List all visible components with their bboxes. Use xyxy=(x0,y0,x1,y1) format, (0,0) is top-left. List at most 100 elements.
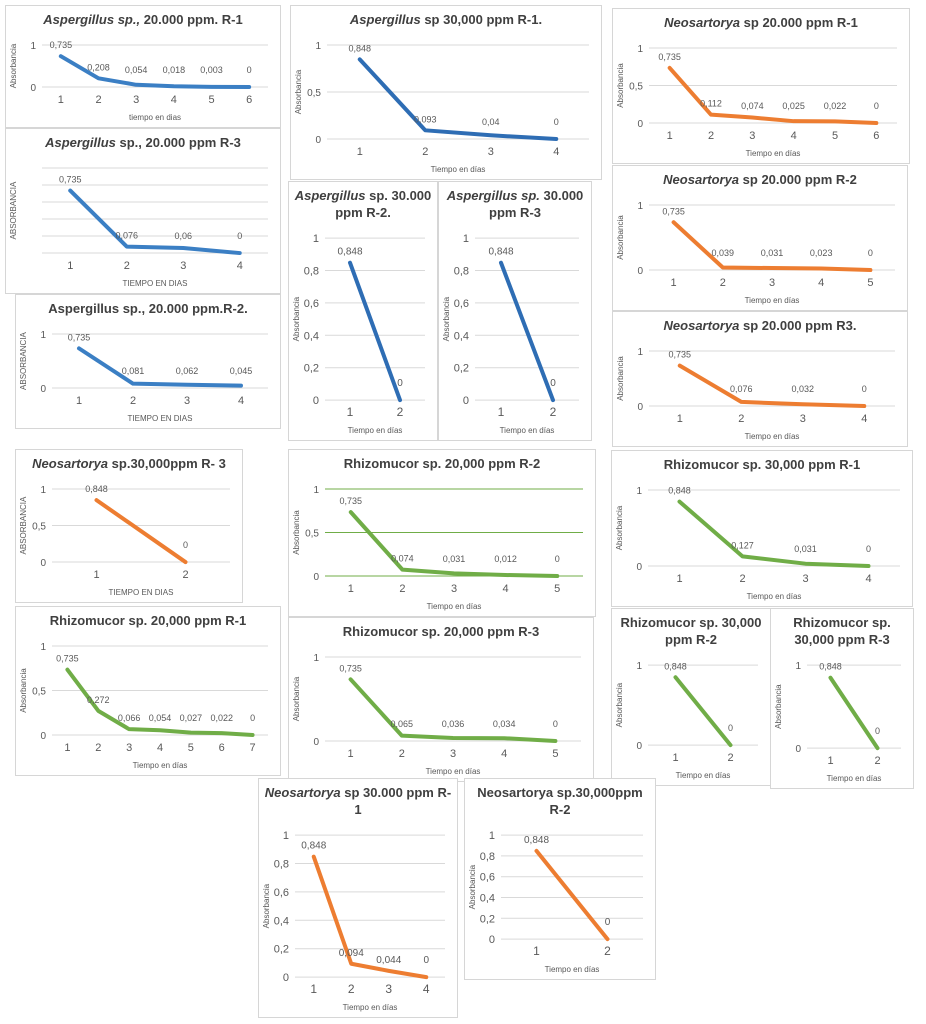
chart-panel-rhizomucor-30000-r3: Rhizomucor sp. 30,000 ppm R-3 0 1 0,848 1 0 2 T… xyxy=(770,608,914,789)
y-axis-label: Absorbancia xyxy=(615,682,624,727)
x-tick-label: 2 xyxy=(182,569,188,581)
chart-panel-aspergillus-20000-r2: Aspergillus sp., 20.000 ppm.R-2. 0 1 0,735 1… xyxy=(15,294,281,429)
x-tick-label: 4 xyxy=(791,130,797,142)
data-label: 0,735 xyxy=(59,174,82,184)
plot-area: 0 1 0,735 1 0,065 2 0,036 3 0,034 4 0 5 Tiempo en dí… xyxy=(289,641,593,781)
data-label: 0,003 xyxy=(200,65,223,75)
data-label: 0,023 xyxy=(810,248,833,258)
data-label: 0,032 xyxy=(791,384,814,394)
x-tick-label: 2 xyxy=(604,944,611,958)
series-line xyxy=(673,675,733,747)
data-label: 0,848 xyxy=(348,43,371,53)
y-tick-label: 0,4 xyxy=(304,330,319,342)
plot-area: 0 0,2 0,4 0,6 0,8 1 0,848 1 0,094 2 0,044 3 0 4 Tiempo… xyxy=(259,819,457,1017)
data-label: 0,022 xyxy=(824,101,847,111)
data-label: 0,272 xyxy=(87,695,110,705)
chart-title: Aspergillus sp. 30.000 ppm R-3 xyxy=(439,182,591,222)
chart-panel-rhizomucor-30000-r1: Rhizomucor sp. 30,000 ppm R-1 0 1 0,848 1 0,1… xyxy=(611,450,913,607)
chart-panel-rhizomucor-20000-r1: Rhizomucor sp. 20,000 ppm R-1 0 0,5 1 0,735 1… xyxy=(15,606,281,776)
y-tick-label: 1 xyxy=(463,233,469,245)
x-tick-label: 2 xyxy=(708,130,714,142)
x-tick-label: 1 xyxy=(93,569,99,581)
y-tick-label: 1 xyxy=(313,653,319,664)
y-axis-label: Absorbancia xyxy=(292,296,301,341)
plot-area: 0 0,2 0,4 0,6 0,8 1 0,848 1 0 2 Tiempo en días Abso… xyxy=(289,222,437,440)
line-chart: 0 1 0,735 1 0,076 2 0,032 3 0 4 Tiempo en días Abso… xyxy=(616,347,895,441)
data-label: 0,848 xyxy=(819,662,842,672)
data-label: 0,06 xyxy=(174,231,192,241)
x-axis-label: Tiempo en días xyxy=(747,592,802,601)
x-tick-label: 1 xyxy=(671,277,677,289)
line-chart: 0 0,5 1 0,735 1 0,074 2 0,031 3 0,012 4 0 5 Tiempo en… xyxy=(292,485,583,611)
x-tick-label: 1 xyxy=(498,405,505,419)
data-label: 0,076 xyxy=(115,230,138,240)
data-label: 0,735 xyxy=(658,52,681,62)
x-tick-label: 6 xyxy=(219,742,225,754)
plot-area: 0 1 0,735 1 0,081 2 0,062 3 0,045 4 TIEMPO EN DIAS… xyxy=(16,318,280,428)
data-label: 0,031 xyxy=(761,248,784,258)
x-tick-label: 3 xyxy=(769,277,775,289)
chart-title: Rhizomucor sp. 30,000 ppm R-2 xyxy=(612,609,770,649)
chart-title-detail: 30.000 ppm R-3 xyxy=(489,188,584,220)
y-tick-label: 1 xyxy=(637,201,643,212)
y-tick-label: 0 xyxy=(313,572,319,583)
data-label: 0 xyxy=(728,723,733,733)
x-tick-label: 3 xyxy=(802,573,808,585)
chart-panel-aspergillus-30000-r2: Aspergillus sp. 30.000 ppm R-2. 0 0,2 0,4 0,… xyxy=(288,181,438,441)
y-axis-label: Absorbancia xyxy=(774,684,783,729)
data-label: 0,735 xyxy=(56,654,79,664)
data-label: 0,848 xyxy=(664,661,687,671)
chart-title-species: Neosartorya xyxy=(663,318,740,333)
data-label: 0 xyxy=(875,726,880,736)
x-tick-label: 2 xyxy=(348,982,355,996)
x-axis-label: TIEMPO EN DIAS xyxy=(123,279,188,288)
x-tick-label: 4 xyxy=(865,573,871,585)
chart-panel-neosartorya-30000-r3: Neosartorya sp.30,000ppm R- 3 0 0,5 1 0,848 1… xyxy=(15,449,243,603)
x-tick-label: 1 xyxy=(827,755,833,767)
plot-area: 0 1 0,735 1 0,076 2 0,032 3 0 4 Tiempo en días Abso… xyxy=(613,335,907,446)
chart-title: Rhizomucor sp. 20,000 ppm R-2 xyxy=(289,450,595,473)
data-label: 0,848 xyxy=(488,247,513,258)
data-label: 0,018 xyxy=(163,65,186,75)
y-tick-label: 0,6 xyxy=(454,298,469,310)
y-tick-label: 0 xyxy=(636,741,642,752)
chart-title-species: Neosartorya xyxy=(32,456,109,471)
plot-area: 0 0,5 1 0,735 1 0,272 2 0,066 3 0,054 4 0,027 5 0,022… xyxy=(16,630,280,775)
chart-title: Aspergillus sp 30,000 ppm R-1. xyxy=(291,6,601,29)
chart-title: Aspergillus sp., 20.000 ppm R-3 xyxy=(6,129,280,152)
x-axis-label: Tiempo en días xyxy=(426,767,481,776)
x-tick-label: 3 xyxy=(488,146,494,158)
data-label: 0,848 xyxy=(85,484,108,494)
chart-title-detail: Rhizomucor sp. 20,000 ppm R-1 xyxy=(49,613,247,628)
y-tick-label: 1 xyxy=(315,41,321,52)
y-tick-label: 0 xyxy=(637,402,643,413)
chart-title-detail: sp 20.000 ppm R3. xyxy=(739,318,857,333)
data-label: 0 xyxy=(874,101,879,111)
data-label: 0 xyxy=(250,713,255,723)
chart-panel-aspergillus-30000-r3: Aspergillus sp. 30.000 ppm R-3 0 0,2 0,4 0,6… xyxy=(438,181,592,441)
x-tick-label: 4 xyxy=(818,277,824,289)
y-tick-label: 0,8 xyxy=(454,265,469,277)
data-label: 0,081 xyxy=(122,366,145,376)
x-tick-label: 5 xyxy=(552,748,558,760)
chart-title-species: Aspergillus xyxy=(349,12,421,27)
y-tick-label: 1 xyxy=(637,347,643,358)
x-tick-label: 4 xyxy=(237,260,243,272)
y-tick-label: 0,6 xyxy=(304,298,319,310)
chart-title-detail: sp 20.000 ppm R-1 xyxy=(740,15,858,30)
x-axis-label: Tiempo en días xyxy=(500,426,555,435)
chart-title: Neosartorya sp 20.000 ppm R3. xyxy=(613,312,907,335)
plot-area: 0 1 0,848 1 0,127 2 0,031 3 0 4 Tiempo en días Abso… xyxy=(612,474,912,606)
y-tick-label: 0,8 xyxy=(304,265,319,277)
x-tick-label: 1 xyxy=(677,413,683,425)
x-axis-label: Tiempo en días xyxy=(827,774,882,783)
line-chart: 0 0,5 1 0,735 1 0,272 2 0,066 3 0,054 4 0,027 5 0,022… xyxy=(19,642,268,770)
y-tick-label: 0 xyxy=(489,934,495,946)
x-tick-label: 3 xyxy=(133,94,139,106)
chart-panel-aspergillus-20000-r1: Aspergillus sp., 20.000 ppm. R-1 0 1 0,735 1… xyxy=(5,5,281,128)
line-chart: 0 1 0,848 1 0 2 Tiempo en días Absorbancia xyxy=(615,661,758,780)
line-chart: 0 0,5 1 0,848 1 0 2 TIEMPO EN DIAS ABSORBANCIA xyxy=(19,484,230,597)
data-label: 0,04 xyxy=(482,117,500,127)
series-line xyxy=(348,260,402,402)
data-label: 0,074 xyxy=(391,554,414,564)
